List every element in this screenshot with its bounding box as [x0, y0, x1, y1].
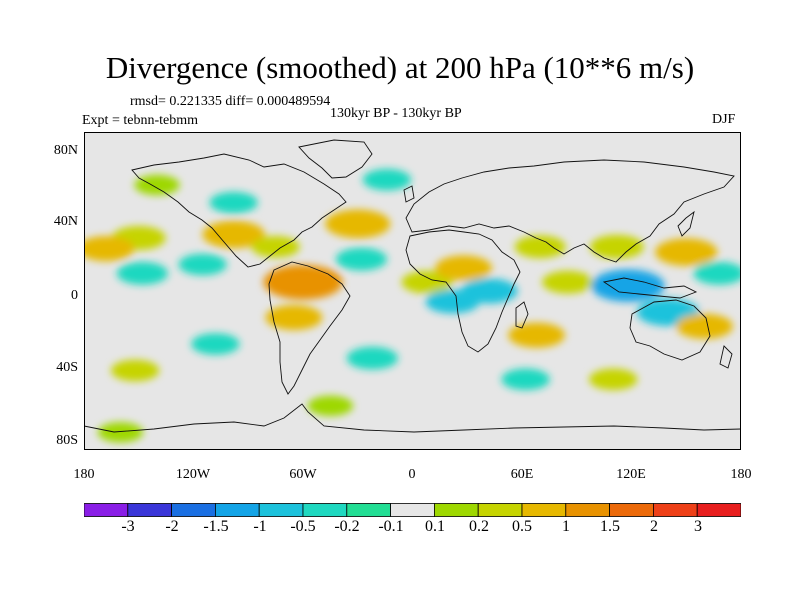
coast-indonesia — [602, 277, 698, 299]
colorbar-swatch — [565, 503, 610, 517]
colorbar-swatch — [346, 503, 391, 517]
colorbar-label: 1.5 — [600, 518, 620, 535]
colorbar-label: -0.1 — [378, 518, 404, 535]
stats-label: rmsd= 0.221335 diff= 0.000489594 — [130, 94, 331, 109]
lon-tick-label: 180 — [730, 467, 752, 482]
divergence-anomaly — [435, 255, 492, 281]
colorbar-label: 0.2 — [469, 518, 489, 535]
coast-australia — [629, 299, 711, 361]
colorbar-label: -0.5 — [290, 518, 316, 535]
divergence-anomaly — [589, 234, 644, 259]
divergence-anomaly — [191, 333, 240, 355]
season-label: DJF — [712, 112, 736, 127]
colorbar-label: 3 — [694, 518, 702, 535]
coast-north-america — [131, 153, 347, 268]
lon-tick-label: 180 — [73, 467, 95, 482]
colorbar-swatch — [653, 503, 698, 517]
coast-japan — [677, 210, 695, 237]
divergence-anomaly — [209, 191, 258, 214]
divergence-anomaly — [508, 322, 565, 348]
experiment-label: Expt = tebnn-tebmm — [82, 113, 198, 128]
coastlines — [84, 139, 741, 433]
colorbar-label: 1 — [562, 518, 570, 535]
lat-tick-label: 80N — [53, 143, 78, 158]
coast-south-america — [268, 261, 351, 395]
divergence-anomaly — [251, 236, 300, 258]
divergence-field — [84, 168, 741, 443]
divergence-anomaly — [263, 264, 343, 300]
lon-tick-label: 0 — [408, 467, 416, 482]
divergence-anomaly — [265, 304, 323, 331]
divergence-anomaly — [307, 395, 354, 417]
colorbar-label: -3 — [121, 518, 135, 535]
divergence-anomaly — [134, 174, 180, 196]
divergence-anomaly — [501, 368, 550, 391]
map-frame — [84, 132, 741, 450]
coast-africa — [405, 229, 521, 353]
lon-tick-label: 120W — [175, 467, 211, 482]
coast-madagascar — [515, 301, 529, 329]
colorbar-label: -0.2 — [334, 518, 360, 535]
colorbar-swatch — [258, 503, 304, 517]
colorbar-swatch — [696, 503, 741, 517]
divergence-anomaly — [591, 269, 665, 302]
colorbar-label: -1.5 — [203, 518, 229, 535]
divergence-anomaly — [202, 220, 265, 249]
coast-greenland — [298, 139, 373, 179]
colorbar — [84, 503, 741, 517]
lon-tick-label: 60W — [289, 467, 317, 482]
divergence-anomaly — [335, 247, 387, 271]
divergence-anomaly — [514, 235, 566, 259]
colorbar-label: 2 — [650, 518, 658, 535]
colorbar-swatch — [521, 503, 567, 517]
divergence-anomaly — [178, 253, 227, 276]
coast-europe-asia — [405, 159, 735, 263]
period-label: 130kyr BP - 130kyr BP — [330, 106, 462, 121]
divergence-anomaly — [542, 270, 594, 294]
colorbar-label: 0.5 — [512, 518, 532, 535]
divergence-anomaly — [589, 368, 638, 391]
divergence-anomaly — [97, 422, 144, 443]
lon-tick-label: 120E — [616, 467, 646, 482]
colorbar-swatch — [84, 503, 129, 517]
colorbar-swatch — [127, 503, 172, 517]
divergence-anomaly — [401, 270, 453, 294]
colorbar-swatch — [477, 503, 523, 517]
lat-tick-label: 40N — [53, 214, 78, 229]
lat-tick-label: 80S — [56, 433, 78, 448]
lat-tick-label: 40S — [56, 360, 78, 375]
colorbar-swatch — [390, 503, 435, 517]
divergence-anomaly — [676, 313, 733, 339]
colorbar-swatch — [302, 503, 348, 517]
colorbar-swatch — [171, 503, 216, 517]
lat-tick-label: 0 — [71, 288, 78, 303]
divergence-anomaly — [110, 359, 160, 382]
colorbar-label: 0.1 — [425, 518, 445, 535]
divergence-anomaly — [116, 261, 168, 285]
colorbar-swatch — [609, 503, 654, 517]
plot-title: Divergence (smoothed) at 200 hPa (10**6 … — [105, 50, 695, 85]
divergence-anomaly — [655, 238, 718, 266]
divergence-map — [84, 132, 741, 450]
divergence-anomaly — [460, 278, 518, 304]
colorbar-label: -1 — [253, 518, 267, 535]
coast-antarctica — [84, 403, 741, 433]
divergence-anomaly — [362, 168, 412, 191]
colorbar-swatch — [214, 503, 260, 517]
divergence-anomaly — [325, 209, 391, 239]
divergence-anomaly — [693, 261, 741, 285]
divergence-anomaly — [84, 236, 135, 262]
lon-tick-label: 60E — [510, 467, 534, 482]
colorbar-swatch — [433, 503, 479, 517]
coast-uk — [403, 185, 415, 203]
divergence-anomaly — [346, 346, 398, 370]
coast-new-zealand — [719, 345, 733, 369]
colorbar-label: -2 — [165, 518, 179, 535]
